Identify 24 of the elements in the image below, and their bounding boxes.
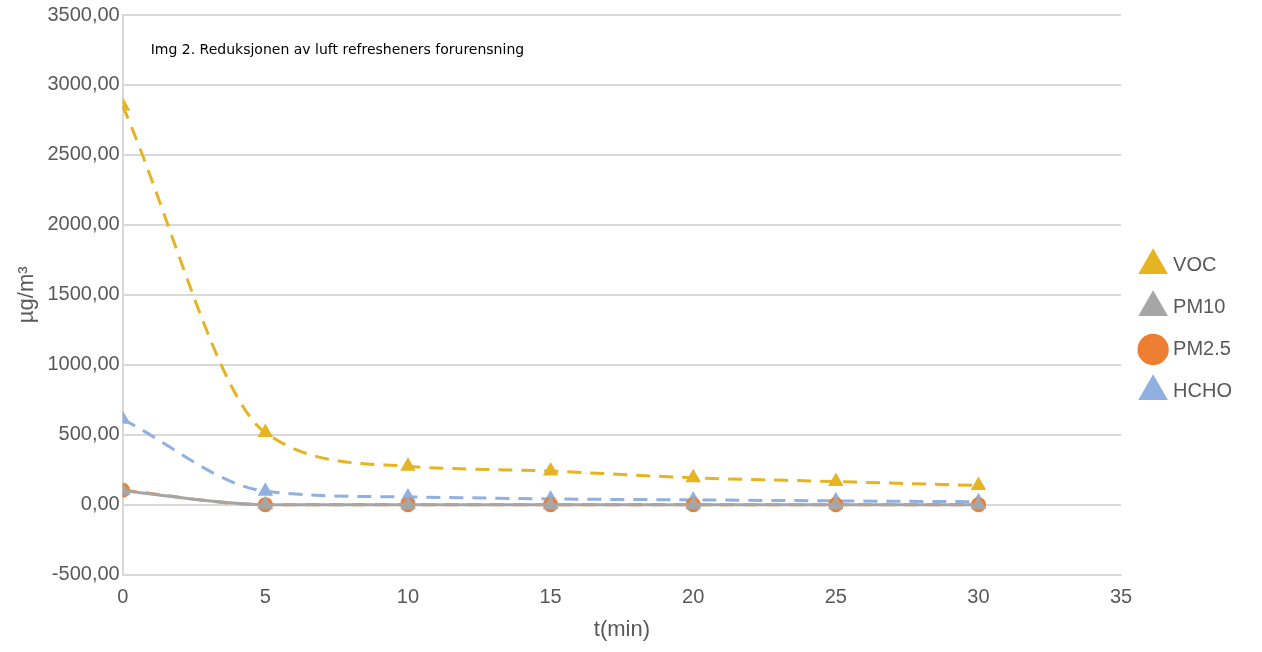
x-axis-title: t(min)	[593, 615, 651, 641]
y-tick-label: -500,00	[51, 562, 120, 585]
y-tick-label: 1000,00	[47, 352, 120, 375]
y-tick-label: 3000,00	[47, 72, 120, 95]
y-tick-label: 500,00	[58, 422, 120, 445]
text: Img 2. Reduksjonen av luft refresheners forurensning	[150, 40, 525, 57]
legend-label: VOC	[1173, 253, 1217, 276]
y-tick-label: 1500,00	[47, 282, 120, 305]
x-tick-label: 30	[967, 585, 990, 608]
x-tick-label: 5	[259, 585, 271, 608]
x-tick-label: 15	[539, 585, 562, 608]
legend-label: PM10	[1173, 295, 1226, 318]
y-axis-title: µg/m³	[13, 266, 39, 324]
y-tick-label: 3500,00	[47, 2, 120, 25]
y-tick-label: 2500,00	[47, 142, 120, 165]
x-tick-label: 20	[682, 585, 705, 608]
x-tick-label: 0	[117, 585, 129, 608]
x-tick-label: 25	[824, 585, 847, 608]
y-tick-label: 0,00	[80, 492, 120, 515]
legend-label: HCHO	[1173, 379, 1232, 402]
x-tick-label: 35	[1109, 585, 1133, 608]
y-tick-label: 2000,00	[47, 212, 120, 235]
x-tick-label: 10	[396, 585, 420, 608]
legend-label: PM2.5	[1173, 337, 1231, 360]
